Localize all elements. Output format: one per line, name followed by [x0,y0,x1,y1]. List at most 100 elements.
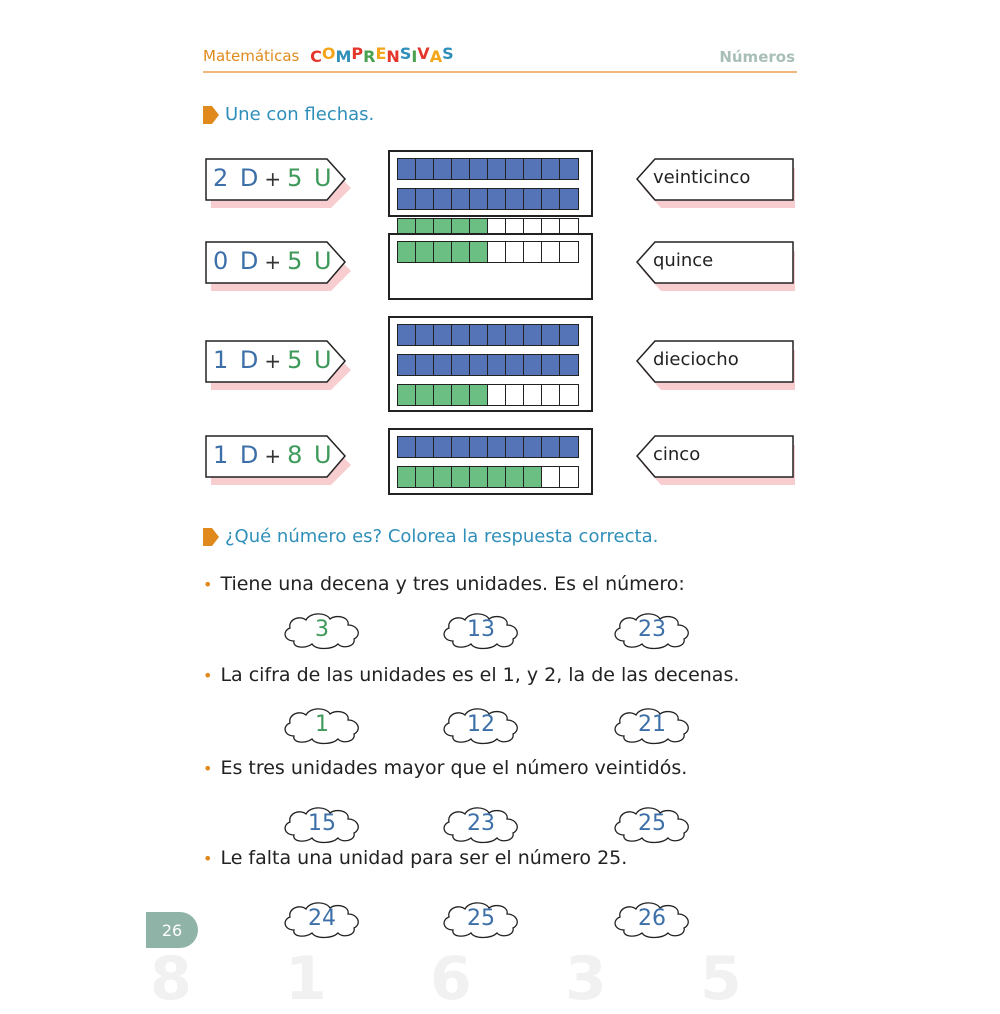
brand-letter: A [429,47,443,66]
answer-number: 23 [467,811,495,836]
blocks-frame [388,316,593,412]
plus-sign: + [264,444,284,468]
plus-sign: + [264,250,284,274]
question-text: Le falta una unidad para ser el número 2… [220,847,628,869]
units-value: 8 U [287,441,334,469]
empty-block [506,242,524,262]
answer-cloud[interactable]: 25 [439,900,523,940]
answer-number: 25 [638,811,666,836]
tens-block [452,355,470,375]
tens-block [524,355,542,375]
tens-block [506,437,524,457]
tens-block [524,437,542,457]
question: • Es tres unidades mayor que el número ve… [203,757,687,779]
blocks-frame [388,233,593,300]
question-text: La cifra de las unidades es el 1, y 2, l… [220,664,740,686]
tens-block [470,159,488,179]
tens-block [416,189,434,209]
tens-value: 0 D [213,247,261,275]
answer-cloud[interactable]: 24 [280,900,364,940]
unit-block [470,242,488,262]
unit-block [452,467,470,487]
arrow-tag-shape [636,158,795,208]
unit-block [524,467,542,487]
tens-block [542,355,560,375]
word-tag[interactable]: veinticinco [633,158,799,208]
answer-number: 25 [467,906,495,931]
watermark-digit: 3 [565,944,607,1014]
word-tag[interactable]: dieciocho [633,340,799,390]
tens-block [506,189,524,209]
answer-cloud[interactable]: 23 [439,805,523,845]
expression-tag[interactable]: 1 D +8 U [205,435,355,485]
cloud-shape [614,708,689,745]
exercise-1-instruction: Une con flechas. [225,104,375,125]
tens-block [434,159,452,179]
tens-block [434,189,452,209]
expression-tag[interactable]: 0 D +5 U [205,241,355,291]
expression-tag[interactable]: 2 D +5 U [205,158,355,208]
tens-block [524,325,542,345]
unit-block [470,467,488,487]
answer-number: 1 [315,712,329,737]
number-word: cinco [653,444,701,465]
empty-block [542,242,560,262]
tens-block [434,437,452,457]
answer-cloud[interactable]: 13 [439,611,523,651]
cloud-shape [284,613,359,650]
answer-cloud[interactable]: 3 [280,611,364,651]
unit-block [416,467,434,487]
tens-block [470,325,488,345]
unit-block [416,385,434,405]
cloud-shape [614,807,689,844]
unit-block [470,385,488,405]
answer-cloud[interactable]: 15 [280,805,364,845]
tens-block [542,189,560,209]
answer-number: 24 [308,906,336,931]
brand-letter: I [411,47,418,66]
brand-letter: V [417,44,430,63]
tens-value: 1 D [213,346,261,374]
empty-block [560,242,578,262]
tens-strip [397,324,579,346]
bullet-icon: • [203,759,213,778]
cloud-shape [443,807,518,844]
answer-number: 12 [467,712,495,737]
question-text: Tiene una decena y tres unidades. Es el … [220,573,685,595]
watermark-digit: 8 [150,944,192,1014]
empty-block [560,467,578,487]
answer-cloud[interactable]: 26 [610,900,694,940]
answer-cloud[interactable]: 21 [610,706,694,746]
tens-block [398,437,416,457]
cloud-shape [614,613,689,650]
answer-number: 13 [467,617,495,642]
exercise-2-instruction: ¿Qué número es? Colorea la respuesta cor… [225,526,659,547]
unit-block [506,467,524,487]
unit-block [398,242,416,262]
word-tag[interactable]: quince [633,241,799,291]
answer-cloud[interactable]: 23 [610,611,694,651]
question: • Tiene una decena y tres unidades. Es el… [203,573,685,595]
answer-cloud[interactable]: 12 [439,706,523,746]
tens-strip [397,436,579,458]
tens-block [470,189,488,209]
tens-block [488,437,506,457]
answer-number: 21 [638,712,666,737]
answer-cloud[interactable]: 25 [610,805,694,845]
expression-tag[interactable]: 1 D +5 U [205,340,355,390]
bullet-icon: • [203,575,213,594]
tens-block [560,159,578,179]
exercise-1-title: Une con flechas. [203,104,374,125]
word-tag[interactable]: cinco [633,435,799,485]
tens-strip [397,158,579,180]
tens-block [506,325,524,345]
header-divider [203,71,797,73]
empty-block [542,467,560,487]
answer-number: 23 [638,617,666,642]
tens-block [560,325,578,345]
number-word: dieciocho [653,349,739,370]
tens-value: 1 D [213,441,261,469]
answer-cloud[interactable]: 1 [280,706,364,746]
cloud-shape [284,807,359,844]
tens-block [524,189,542,209]
